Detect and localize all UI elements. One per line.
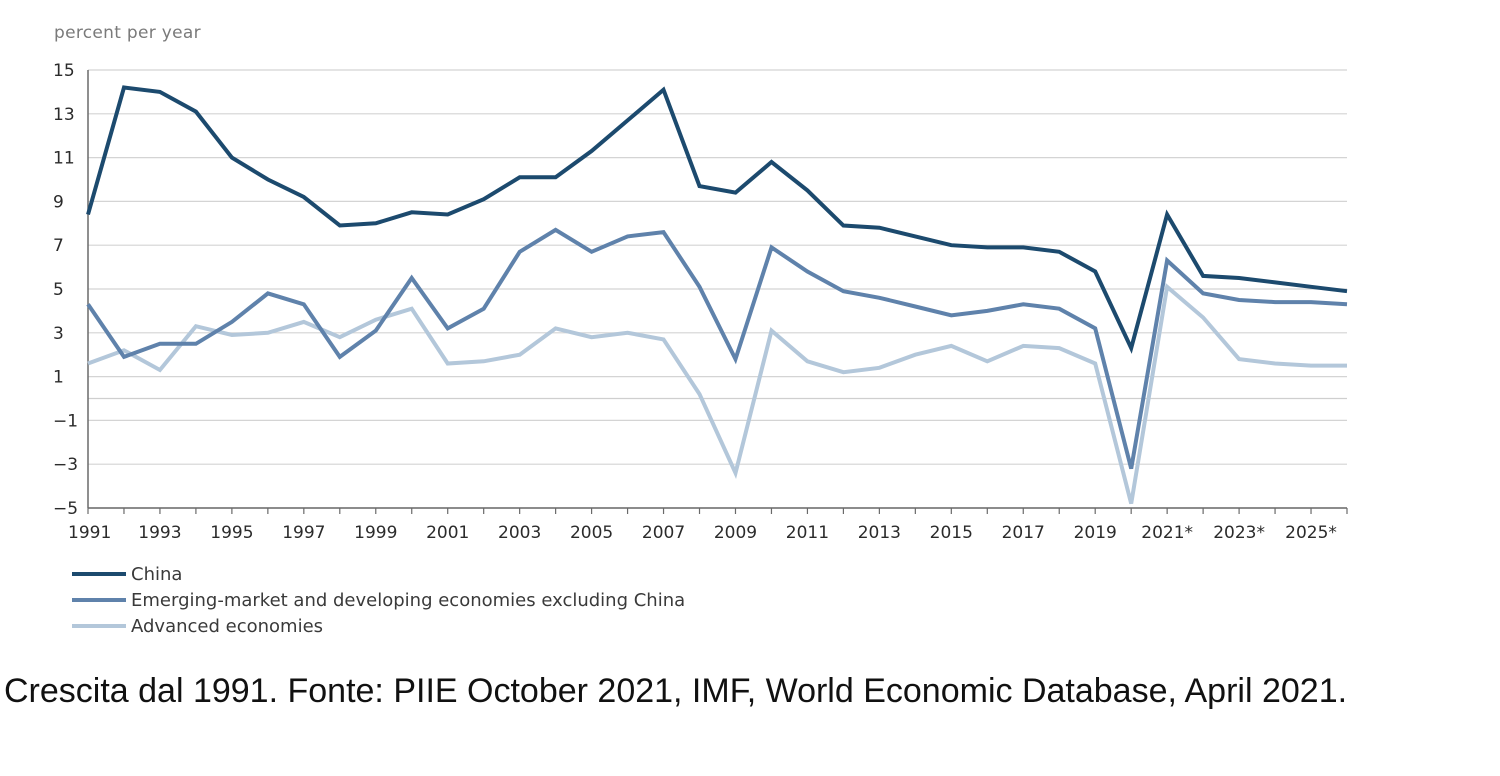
series-lines (86, 85, 1348, 505)
x-tick-label: 2015 (930, 523, 973, 543)
gridlines (87, 69, 1347, 509)
x-tick-label: 2013 (858, 523, 901, 543)
y-tick-label: 3 (53, 324, 64, 344)
x-tick-label: 2019 (1074, 523, 1117, 543)
x-tick-label: 2025* (1285, 523, 1337, 543)
x-tick-label: 2023* (1213, 523, 1265, 543)
x-tick-label: 2021* (1141, 523, 1193, 543)
x-tick-label: 2005 (570, 523, 613, 543)
x-tick-label: 2003 (498, 523, 541, 543)
y-tick-label: 11 (53, 149, 75, 169)
y-tick-label: 1 (53, 368, 64, 388)
y-tick-label: −3 (53, 455, 78, 475)
y-tick-labels: 15 13 11 9 7 5 3 1 −1 −3 −5 (53, 61, 78, 519)
figure-caption: Crescita dal 1991. Fonte: PIIE October 2… (4, 672, 1348, 710)
y-tick-label: 15 (53, 61, 75, 81)
x-tick-label: 2009 (714, 523, 757, 543)
x-tick-label: 1999 (354, 523, 397, 543)
legend-label: China (131, 564, 182, 585)
y-tick-label: 5 (53, 280, 64, 300)
x-tick-label: 2011 (786, 523, 829, 543)
series-line-emerging-market-and-developing-economies-excluding-china (86, 227, 1348, 470)
legend: China Emerging-market and developing econ… (72, 564, 685, 637)
series-line-china (86, 85, 1348, 354)
legend-label: Emerging-market and developing economies… (131, 590, 685, 611)
y-tick-label: −5 (53, 499, 78, 519)
x-tick-label: 2017 (1002, 523, 1045, 543)
x-tick-label: 1991 (68, 523, 111, 543)
x-tick-label: 1993 (138, 523, 181, 543)
y-axis-label: percent per year (54, 23, 201, 43)
y-tick-label: 13 (53, 105, 75, 125)
series-line-advanced-economies (87, 282, 1347, 505)
y-tick-label: 7 (53, 236, 64, 256)
x-tick-label: 2007 (642, 523, 685, 543)
x-tick-label: 1995 (210, 523, 253, 543)
x-tick-label: 1997 (282, 523, 325, 543)
y-tick-label: −1 (53, 411, 78, 431)
x-tick-labels: 1991 1993 1995 1997 1999 2001 2003 2005 2007 2009… (68, 508, 1348, 543)
y-tick-label: 9 (53, 192, 64, 212)
x-tick-label: 2001 (426, 523, 469, 543)
legend-label: Advanced economies (131, 616, 323, 637)
